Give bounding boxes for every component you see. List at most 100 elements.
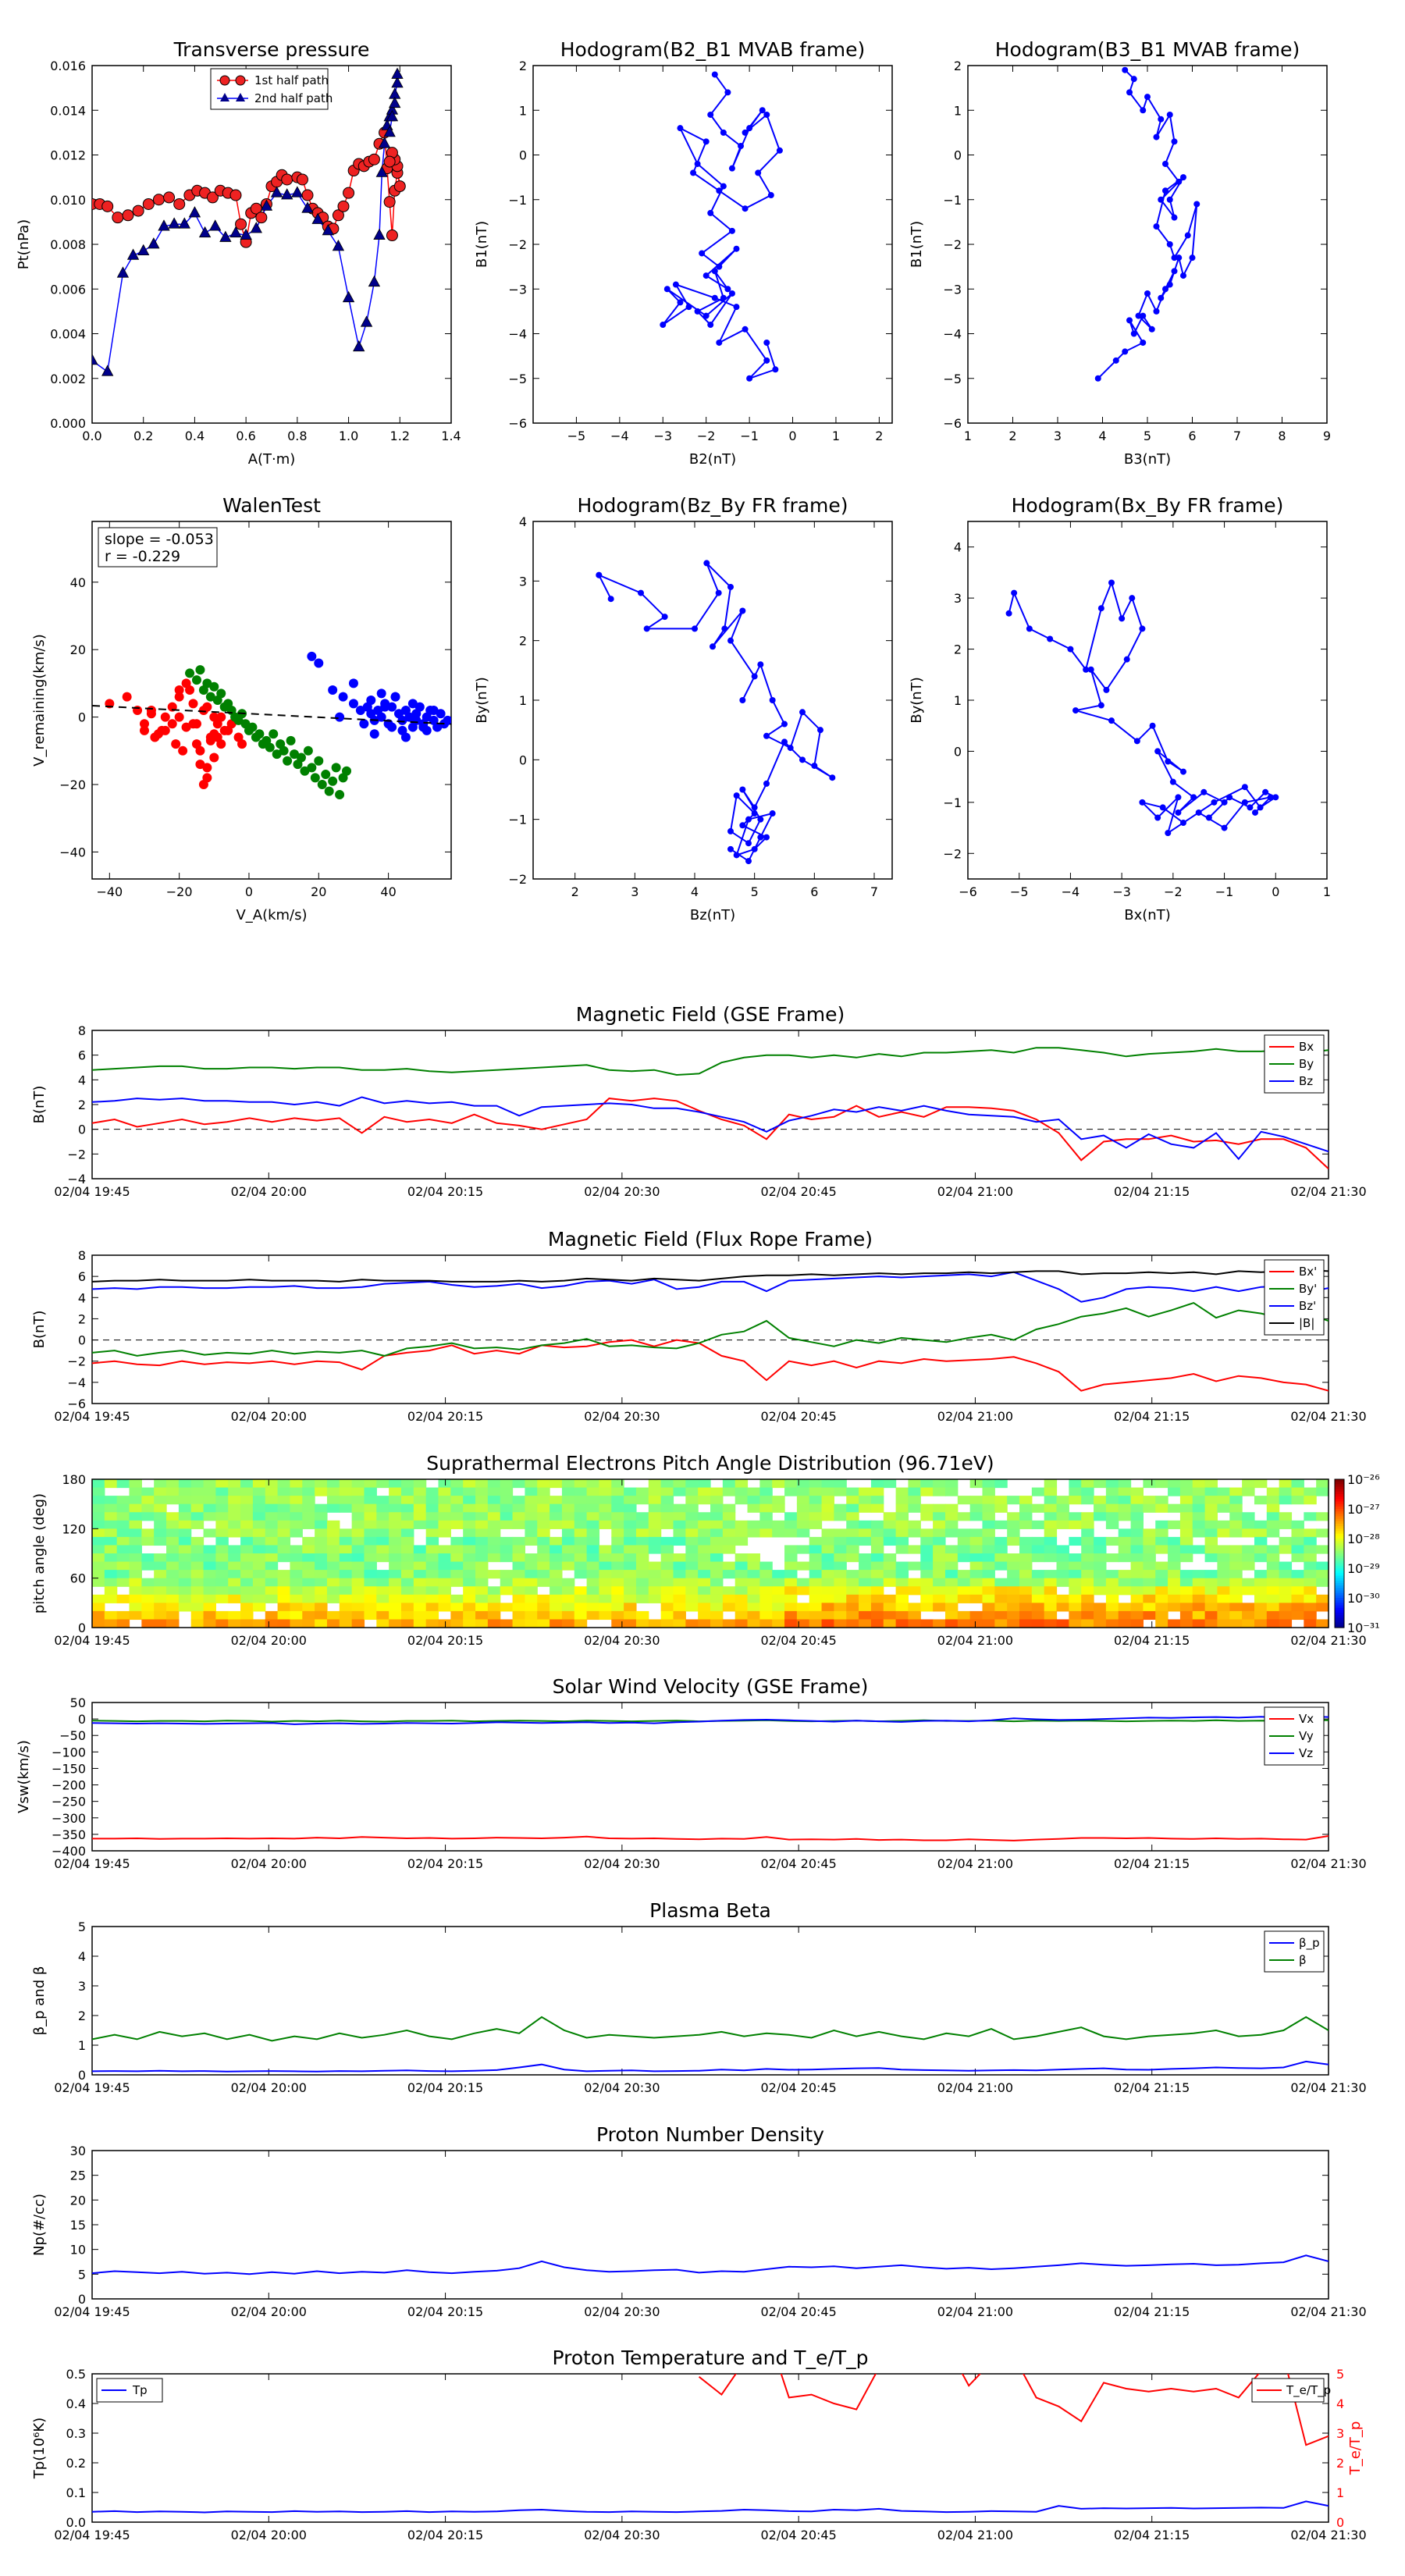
heatmap-cell bbox=[1168, 1545, 1181, 1554]
data-point bbox=[1171, 268, 1178, 275]
colorbar-step bbox=[1335, 1617, 1344, 1621]
heatmap-cell bbox=[944, 1594, 959, 1603]
heatmap-cell bbox=[846, 1586, 859, 1596]
heatmap-cell bbox=[277, 1553, 291, 1563]
colorbar-step bbox=[1335, 1499, 1344, 1503]
heatmap-cell bbox=[178, 1553, 192, 1563]
heatmap-cell bbox=[1242, 1586, 1255, 1596]
heatmap-cell bbox=[104, 1610, 118, 1621]
heatmap-cell bbox=[821, 1586, 834, 1596]
heatmap-cell bbox=[290, 1487, 303, 1496]
heatmap-cell bbox=[141, 1610, 155, 1621]
x-axis-label: A(T·m) bbox=[248, 451, 296, 468]
heatmap-cell bbox=[635, 1553, 649, 1563]
y-tick-label: 2 bbox=[954, 642, 962, 657]
heatmap-cell bbox=[710, 1570, 724, 1579]
heatmap-cell bbox=[870, 1496, 884, 1505]
heatmap-cell bbox=[1130, 1603, 1144, 1612]
heatmap-cell bbox=[512, 1603, 525, 1612]
y-tick-label: −350 bbox=[52, 1827, 86, 1842]
heatmap-cell bbox=[290, 1594, 303, 1603]
heatmap-cell bbox=[1130, 1503, 1144, 1513]
hodogram-h2: Hodogram(B3_B1 MVAB frame)B3(nT)B1(nT)1 2… bbox=[909, 38, 1331, 468]
heatmap-cell bbox=[1229, 1553, 1243, 1563]
heatmap-cell bbox=[784, 1512, 798, 1521]
data-point bbox=[763, 357, 770, 364]
heatmap-cell bbox=[389, 1603, 402, 1612]
heatmap-cell bbox=[846, 1512, 859, 1521]
scatter-point-green bbox=[216, 688, 226, 699]
heatmap-cell bbox=[933, 1586, 946, 1596]
heatmap-cell bbox=[315, 1487, 328, 1496]
heatmap-cell bbox=[450, 1496, 464, 1505]
heatmap-cell bbox=[450, 1603, 464, 1612]
y-axis-label: By(nT) bbox=[909, 677, 925, 723]
heatmap-cell bbox=[265, 1586, 279, 1596]
heatmap-cell bbox=[957, 1536, 971, 1546]
heatmap-cell bbox=[586, 1528, 600, 1538]
heatmap-cell bbox=[500, 1487, 514, 1496]
heatmap-cell bbox=[500, 1512, 514, 1521]
heatmap-cell bbox=[1204, 1512, 1218, 1521]
heatmap-cell bbox=[870, 1594, 884, 1603]
heatmap-cell bbox=[1130, 1561, 1144, 1571]
colorbar-step bbox=[1335, 1622, 1344, 1626]
heatmap-cell bbox=[1291, 1496, 1304, 1505]
legend-left: Tp bbox=[96, 2378, 163, 2403]
heatmap-cell bbox=[215, 1528, 229, 1538]
y-tick-label: 3 bbox=[954, 591, 962, 606]
heatmap-cell bbox=[425, 1610, 439, 1621]
heatmap-cell bbox=[1204, 1553, 1218, 1563]
plot-area bbox=[596, 560, 836, 865]
x-tick-label: 02/04 21:30 bbox=[1290, 1409, 1366, 1424]
data-point-1st-half bbox=[132, 205, 144, 217]
heatmap-cell bbox=[475, 1578, 489, 1587]
heatmap-cell bbox=[870, 1570, 884, 1579]
hodogram-h1: Hodogram(B2_B1 MVAB frame)B2(nT)B1(nT)−5… bbox=[474, 38, 893, 468]
heatmap-cell bbox=[1094, 1603, 1107, 1612]
heatmap-cell bbox=[796, 1610, 810, 1621]
data-point bbox=[1153, 223, 1160, 230]
heatmap-cell bbox=[920, 1570, 934, 1579]
colorbar-step bbox=[1335, 1509, 1344, 1512]
heatmap-cell bbox=[178, 1603, 192, 1612]
data-point bbox=[763, 780, 770, 787]
colorbar-label: 10⁻²⁷ bbox=[1347, 1502, 1380, 1517]
hodogram-line bbox=[1097, 69, 1198, 379]
heatmap-cell bbox=[994, 1603, 1008, 1612]
heatmap-cell bbox=[1143, 1561, 1156, 1571]
heatmap-cell bbox=[796, 1578, 810, 1587]
data-point bbox=[711, 294, 718, 301]
heatmap-cell bbox=[747, 1528, 760, 1538]
heatmap-cell bbox=[1130, 1520, 1144, 1529]
colorbar-step bbox=[1335, 1560, 1344, 1564]
heatmap-cell bbox=[870, 1561, 884, 1571]
heatmap-cell bbox=[500, 1586, 514, 1596]
heatmap-cell bbox=[537, 1487, 550, 1496]
heatmap-cell bbox=[846, 1536, 859, 1546]
heatmap-cell bbox=[376, 1619, 389, 1628]
heatmap-cell bbox=[413, 1578, 427, 1587]
data-point bbox=[692, 625, 698, 632]
heatmap-cell bbox=[1019, 1545, 1033, 1554]
heatmap-cell bbox=[1044, 1487, 1058, 1496]
plot-area bbox=[92, 2254, 1329, 2275]
heatmap-cell bbox=[537, 1536, 550, 1546]
heatmap-cell bbox=[859, 1561, 872, 1571]
data-point-2nd-half bbox=[219, 230, 232, 242]
heatmap-cell bbox=[92, 1545, 105, 1554]
heatmap-cell bbox=[450, 1536, 464, 1546]
heatmap-cell bbox=[389, 1545, 402, 1554]
heatmap-cell bbox=[821, 1545, 834, 1554]
heatmap-cell bbox=[1192, 1520, 1206, 1529]
heatmap-cell bbox=[895, 1487, 909, 1496]
heatmap-cell bbox=[809, 1603, 823, 1612]
data-point bbox=[751, 673, 758, 680]
heatmap-cell bbox=[908, 1610, 921, 1621]
heatmap-cell bbox=[1044, 1536, 1058, 1546]
heatmap-cell bbox=[389, 1553, 402, 1563]
heatmap-cell bbox=[290, 1553, 303, 1563]
heatmap-cell bbox=[1242, 1619, 1255, 1628]
heatmap-cell bbox=[351, 1586, 365, 1596]
